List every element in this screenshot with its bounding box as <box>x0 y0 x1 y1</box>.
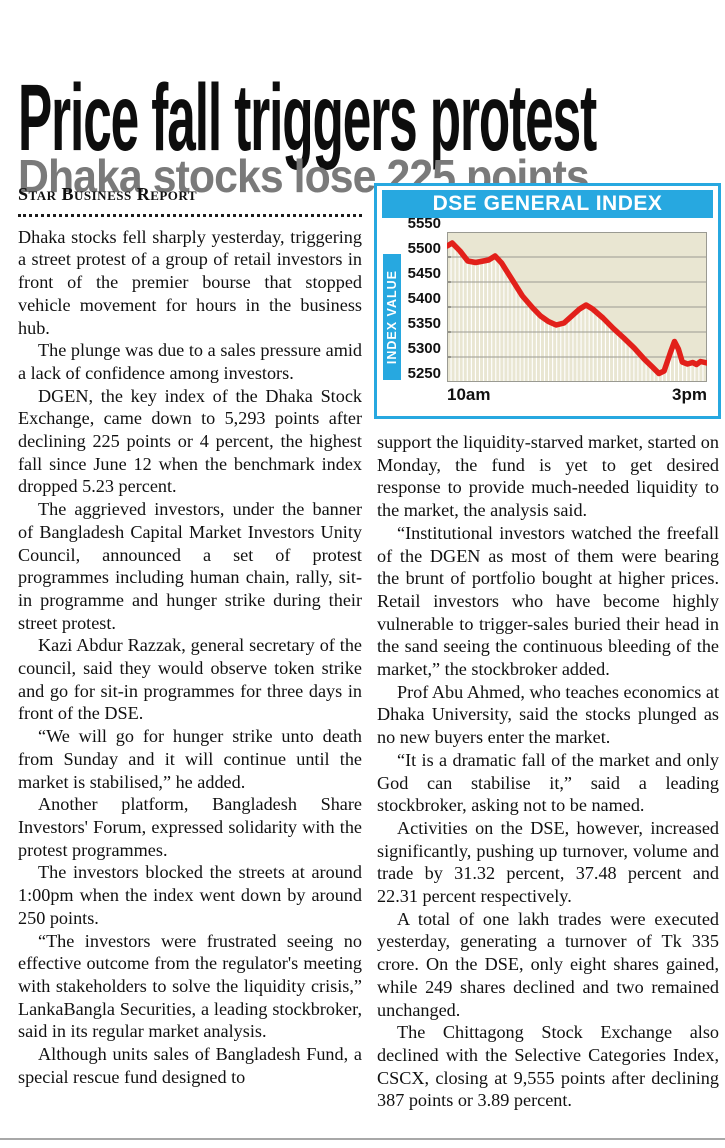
y-tick: 5450 <box>407 265 441 282</box>
left-column: Star Business Report Dhaka stocks fell s… <box>18 183 362 1088</box>
y-tick: 5250 <box>407 365 441 382</box>
chart-x-ticks: 10am 3pm <box>447 385 707 405</box>
paragraph: The investors blocked the streets at aro… <box>18 862 362 928</box>
paragraph: Activities on the DSE, however, increase… <box>377 817 719 907</box>
paragraph: Prof Abu Ahmed, who teaches economics at… <box>377 681 719 748</box>
paragraph: DGEN, the key index of the Dhaka Stock E… <box>18 385 362 497</box>
paragraph: A total of one lakh trades were executed… <box>377 908 719 1020</box>
paragraph: support the liquidity-starved market, st… <box>377 432 719 521</box>
headline: Price fall triggers protest <box>18 64 597 171</box>
paragraph: The plunge was due to a sales pressure a… <box>18 340 362 383</box>
x-tick: 10am <box>447 385 491 404</box>
chart-title: DSE GENERAL INDEX <box>382 190 713 218</box>
dotted-rule <box>18 210 362 217</box>
paragraph: The aggrieved investors, under the banne… <box>18 499 362 633</box>
chart-y-ticks: 5550 5500 5450 5400 5350 5300 5250 <box>377 216 441 382</box>
y-tick: 5300 <box>407 340 441 357</box>
y-tick: 5550 <box>407 215 441 232</box>
y-tick: 5500 <box>407 240 441 257</box>
paragraph: Kazi Abdur Razzak, general secretary of … <box>18 635 362 724</box>
chart-plot-area <box>447 232 707 382</box>
paragraph: Although units sales of Bangladesh Fund,… <box>18 1044 362 1087</box>
y-tick: 5350 <box>407 315 441 332</box>
x-tick: 3pm <box>672 385 707 404</box>
paragraph: “Institutional investors watched the fre… <box>377 522 719 680</box>
bottom-divider <box>0 1138 725 1140</box>
chart-y-axis-label: INDEX VALUE <box>383 254 401 380</box>
y-tick: 5400 <box>407 290 441 307</box>
paragraph: “The investors were frustrated seeing no… <box>18 930 362 1042</box>
dse-index-chart: DSE GENERAL INDEX INDEX VALUE 5550 5500 … <box>374 183 721 419</box>
paragraph: Dhaka stocks fell sharply yesterday, tri… <box>18 226 362 338</box>
paragraph: “It is a dramatic fall of the market and… <box>377 749 719 816</box>
paragraph: Another platform, Bangladesh Share Inves… <box>18 794 362 860</box>
paragraph: “We will go for hunger strike unto death… <box>18 726 362 792</box>
index-line-chart <box>447 232 707 382</box>
byline: Star Business Report <box>18 184 198 204</box>
right-column: support the liquidity-starved market, st… <box>377 431 719 1112</box>
paragraph: The Chittagong Stock Exchange also decli… <box>377 1022 719 1111</box>
